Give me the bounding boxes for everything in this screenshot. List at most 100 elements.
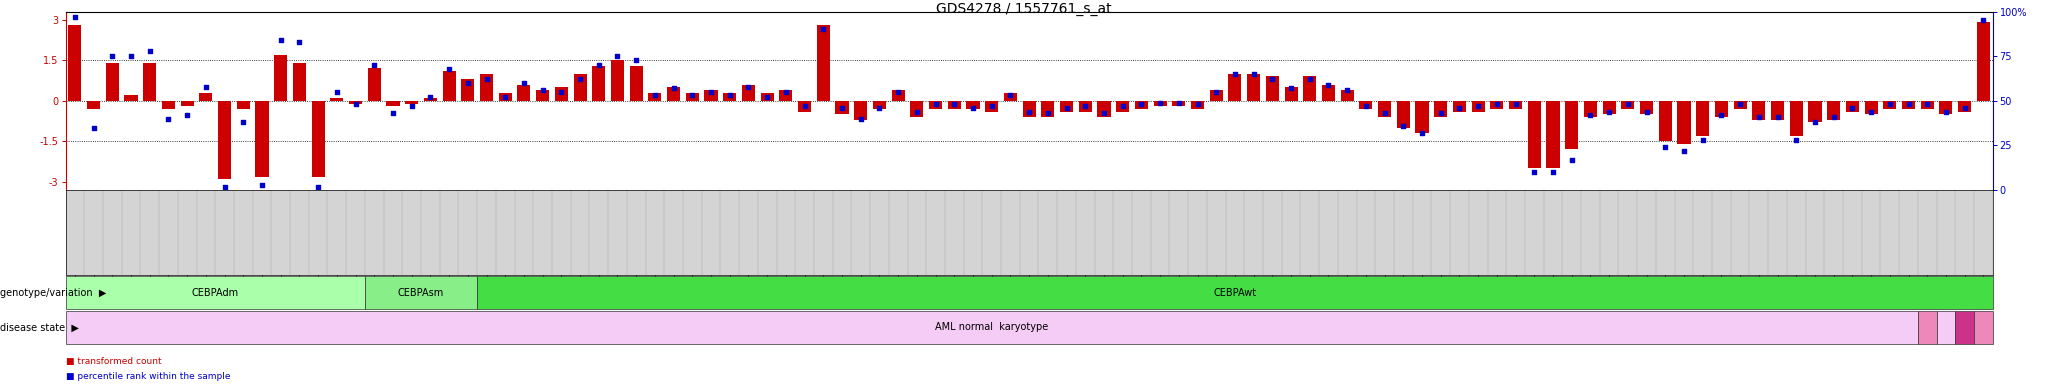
Bar [1284, 87, 1298, 101]
Bar [1116, 101, 1128, 112]
Text: genotype/variation  ▶: genotype/variation ▶ [0, 288, 106, 298]
Bar [479, 74, 494, 101]
Point [1163, 99, 1196, 106]
Bar [1939, 101, 1952, 114]
Bar [1491, 101, 1503, 109]
Point [1331, 87, 1364, 93]
Point [1761, 114, 1794, 120]
Bar [365, 276, 477, 309]
Point [170, 112, 203, 118]
Point [1518, 169, 1550, 175]
Point [1593, 108, 1626, 114]
Point [377, 110, 410, 116]
Bar [1677, 101, 1690, 144]
Bar [498, 93, 512, 101]
Text: GDS4278 / 1557761_s_at: GDS4278 / 1557761_s_at [936, 2, 1112, 16]
Text: ■ transformed count: ■ transformed count [66, 357, 162, 366]
Text: CEBPAdm: CEBPAdm [193, 288, 240, 298]
Point [1051, 105, 1083, 111]
Point [1368, 110, 1401, 116]
Bar [88, 101, 100, 109]
Point [301, 184, 334, 190]
Point [1462, 103, 1495, 109]
Point [1911, 101, 1944, 108]
Point [1032, 110, 1065, 116]
Bar [66, 276, 365, 309]
Bar [1921, 101, 1933, 109]
Bar [686, 93, 698, 101]
Point [639, 93, 672, 99]
Bar [948, 101, 961, 109]
Point [246, 182, 279, 188]
Point [975, 103, 1008, 109]
Point [1554, 157, 1587, 163]
Bar [1714, 101, 1729, 117]
Point [358, 62, 391, 68]
Bar [1546, 101, 1561, 169]
Bar [1153, 101, 1167, 106]
Point [1313, 82, 1346, 88]
Bar [1565, 101, 1579, 149]
Bar [1696, 101, 1710, 136]
Bar [592, 66, 606, 101]
Bar [311, 101, 326, 177]
Bar [1808, 101, 1821, 122]
Point [1855, 108, 1888, 114]
Bar [668, 87, 680, 101]
Point [807, 26, 840, 33]
Bar [1022, 101, 1036, 117]
Bar [1341, 90, 1354, 101]
Point [1200, 89, 1233, 95]
Bar [387, 101, 399, 106]
Bar [930, 101, 942, 109]
Bar [106, 63, 119, 101]
Point [133, 48, 166, 54]
Bar [1171, 101, 1186, 106]
Point [96, 53, 129, 59]
Point [1274, 85, 1307, 91]
Bar [442, 71, 455, 101]
Bar [705, 90, 717, 101]
Bar [1004, 93, 1018, 101]
Point [1649, 144, 1681, 150]
Bar [1753, 101, 1765, 120]
Point [1444, 105, 1477, 111]
Point [526, 87, 559, 93]
Point [1798, 119, 1831, 125]
Point [1743, 114, 1776, 120]
Point [844, 116, 877, 122]
Bar [1790, 101, 1802, 136]
Bar [1434, 101, 1448, 117]
Bar [1266, 76, 1278, 101]
Point [1405, 130, 1438, 136]
Text: ■ percentile rank within the sample: ■ percentile rank within the sample [66, 372, 229, 381]
Point [731, 83, 764, 89]
Bar [1604, 101, 1616, 114]
Text: CEBPAwt: CEBPAwt [1212, 288, 1257, 298]
Bar [1321, 84, 1335, 101]
Point [471, 76, 504, 83]
Bar [1958, 101, 1970, 112]
Point [920, 101, 952, 108]
Bar [369, 68, 381, 101]
Bar [293, 63, 305, 101]
Bar [274, 55, 287, 101]
Bar [1864, 101, 1878, 114]
Point [1386, 123, 1419, 129]
Point [1423, 110, 1456, 116]
Point [1536, 169, 1569, 175]
Bar [836, 101, 848, 114]
Bar [1415, 101, 1430, 133]
Bar [68, 25, 82, 101]
Point [1686, 137, 1718, 143]
Bar [1974, 311, 1993, 344]
Bar [1098, 101, 1110, 117]
Bar [1079, 101, 1092, 112]
Bar [162, 101, 174, 109]
Point [1124, 101, 1157, 108]
Point [582, 62, 614, 68]
Bar [610, 60, 625, 101]
Text: AML normal  karyotype: AML normal karyotype [936, 322, 1049, 333]
Bar [799, 101, 811, 112]
Point [1294, 76, 1327, 83]
